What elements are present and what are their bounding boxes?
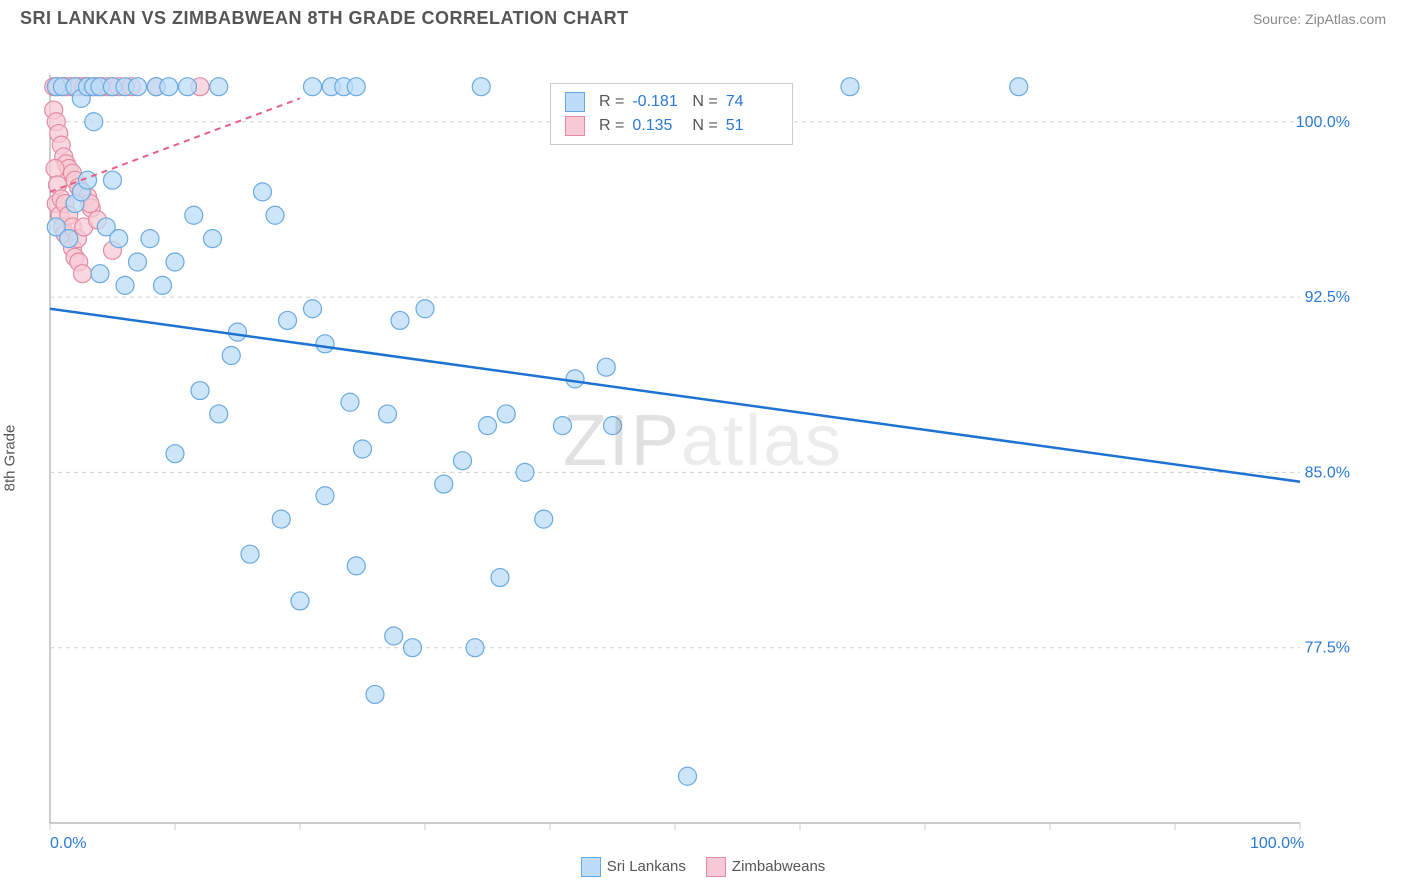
chart-container: 8th Grade 77.5%85.0%92.5%100.0% ZIPatlas… — [0, 33, 1406, 883]
stats-row: R =0.135N =51 — [565, 114, 778, 138]
legend-swatch-icon — [706, 857, 726, 877]
legend-swatch-icon — [565, 92, 585, 112]
x-axis-min-label: 0.0% — [50, 835, 86, 853]
chart-source: Source: ZipAtlas.com — [1253, 11, 1386, 27]
chart-title: SRI LANKAN VS ZIMBABWEAN 8TH GRADE CORRE… — [20, 8, 629, 29]
stats-legend-box: R =-0.181N =74R =0.135N =51 — [550, 83, 793, 145]
stats-row: R =-0.181N =74 — [565, 90, 778, 114]
scatter-chart: 77.5% 85.0% 92.5% 100.0% — [0, 33, 1406, 883]
y-axis-label: 8th Grade — [2, 425, 19, 492]
x-axis-max-label: 100.0% — [1250, 835, 1304, 853]
svg-text:100.0%: 100.0% — [1296, 114, 1350, 131]
chart-header: SRI LANKAN VS ZIMBABWEAN 8TH GRADE CORRE… — [0, 0, 1406, 33]
legend-swatch-icon — [565, 116, 585, 136]
svg-text:77.5%: 77.5% — [1305, 640, 1350, 657]
legend-item-sri-lankans: Sri Lankans — [581, 857, 686, 877]
svg-text:92.5%: 92.5% — [1305, 289, 1350, 306]
svg-text:85.0%: 85.0% — [1305, 464, 1350, 481]
legend-item-zimbabweans: Zimbabweans — [706, 857, 825, 877]
legend-footer: Sri Lankans Zimbabweans — [0, 857, 1406, 877]
legend-swatch-icon — [581, 857, 601, 877]
